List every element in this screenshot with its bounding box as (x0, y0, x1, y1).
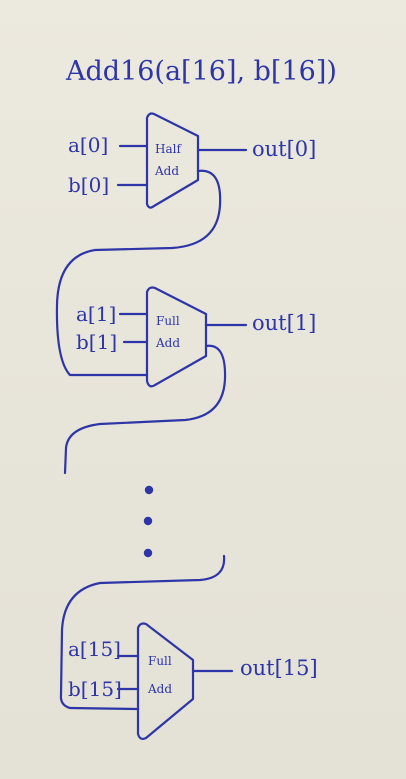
full-adder-stage-1: Full Add a[1] b[1] out[1] (76, 286, 316, 388)
output-label-0: out[0] (252, 137, 316, 161)
full-adder-stage-15: Full Add a[15] b[15] out[15] (68, 622, 318, 740)
input-label-a15: a[15] (68, 637, 121, 661)
half-adder-label-line2: Add (154, 164, 179, 178)
half-adder-label-line1: Half (155, 142, 182, 156)
diagram-title: Add16(a[16], b[16]) (65, 56, 337, 87)
full-adder-gate-15 (136, 622, 195, 740)
full-adder-gate-1 (145, 286, 208, 388)
ellipsis-dots (143, 485, 154, 558)
input-label-a0: a[0] (68, 133, 108, 157)
ellipsis-dot (144, 485, 154, 495)
carry-wire-14-to-15 (59, 554, 226, 711)
ellipsis-dot (143, 516, 153, 526)
half-adder-gate (145, 112, 200, 209)
full-adder-1-label-line2: Add (155, 336, 180, 350)
carry-wire-1-to-next (63, 344, 227, 475)
half-adder-stage: Half Add a[0] b[0] out[0] (68, 112, 316, 209)
input-label-b1: b[1] (76, 330, 117, 354)
input-label-a1: a[1] (76, 302, 116, 326)
full-adder-15-label-line1: Full (148, 654, 172, 668)
input-label-b0: b[0] (68, 173, 109, 197)
output-label-1: out[1] (252, 311, 316, 335)
output-label-15: out[15] (240, 656, 318, 680)
input-label-b15: b[15] (68, 677, 122, 701)
carry-wire-0-to-1 (55, 169, 222, 377)
ellipsis-dot (143, 548, 153, 558)
full-adder-15-label-line2: Add (147, 682, 172, 696)
full-adder-1-label-line1: Full (156, 314, 180, 328)
